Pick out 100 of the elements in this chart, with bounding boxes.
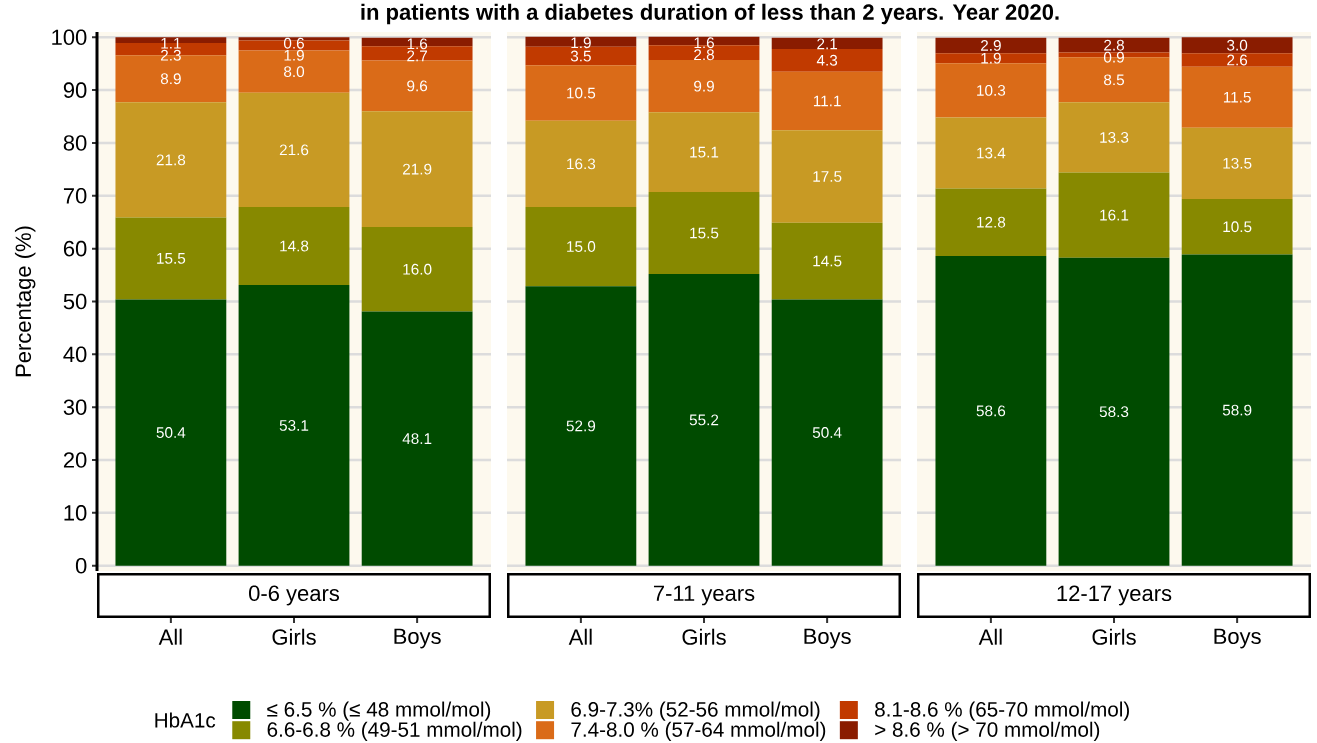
data-label: 15.5 <box>157 253 186 264</box>
data-label: 16.3 <box>567 158 596 170</box>
bar <box>771 37 883 49</box>
y-tick-label: 0 <box>75 557 87 574</box>
data-label: 2.1 <box>817 38 838 50</box>
bar <box>238 206 350 286</box>
bar <box>648 274 760 566</box>
bar <box>1181 198 1293 255</box>
x-axis-title: 7-11 years <box>653 585 755 606</box>
bar <box>648 112 760 193</box>
data-label: 8.5 <box>1104 74 1125 86</box>
bar <box>1058 102 1170 173</box>
bar <box>935 53 1047 64</box>
x-tick-label: Girls <box>682 628 726 645</box>
x-tick-label: Boys <box>394 628 441 649</box>
data-label: 9.9 <box>694 80 714 92</box>
data-label: 2.8 <box>1104 39 1124 51</box>
y-tick-label: 60 <box>63 240 87 257</box>
data-label: 21.6 <box>279 144 309 156</box>
data-label: 2.7 <box>407 50 428 62</box>
data-label: 12.8 <box>977 216 1006 228</box>
data-label: 48.1 <box>402 433 432 445</box>
data-label: 58.3 <box>1099 406 1129 418</box>
x-tick-label: Boys <box>804 628 851 649</box>
legend-label: 6.9-7.3% (52-56 mmol/mol) <box>571 701 820 721</box>
bar <box>1181 66 1293 128</box>
data-label: 1.6 <box>694 37 714 49</box>
data-label: 8.9 <box>160 73 181 85</box>
x-tick-label: Girls <box>1092 628 1136 645</box>
bar <box>525 65 637 121</box>
x-tick-label: Girls <box>272 628 316 645</box>
data-label: 52.9 <box>566 420 596 432</box>
data-label: 15.5 <box>690 227 719 239</box>
data-label: 1.9 <box>981 52 1001 64</box>
x-axis-title: 0-6 years <box>249 585 340 606</box>
bar <box>1058 257 1170 566</box>
bar <box>361 226 473 312</box>
data-label: 2.8 <box>694 49 714 61</box>
y-tick-label: 100 <box>52 29 87 46</box>
bar <box>771 71 883 131</box>
data-label: 0.6 <box>283 37 304 49</box>
bar <box>935 256 1047 566</box>
data-label: 53.1 <box>279 419 309 431</box>
legend-label: 6.6-6.8 % (49-51 mmol/mol) <box>267 721 522 741</box>
data-label: 15.0 <box>567 241 596 252</box>
data-label: 17.5 <box>813 171 842 182</box>
data-label: 10.5 <box>567 87 596 99</box>
bar <box>771 299 883 566</box>
data-label: 16.1 <box>1100 209 1129 221</box>
bar <box>525 206 637 287</box>
data-label: 2.6 <box>1227 54 1248 66</box>
bar <box>1181 127 1293 199</box>
data-label: 50.4 <box>156 427 186 438</box>
x-tick-label: All <box>158 628 182 645</box>
bar <box>771 48 883 72</box>
bar <box>648 192 760 275</box>
x-tick-label: All <box>568 628 592 645</box>
data-label: 14.8 <box>280 240 309 252</box>
data-label: 1.9 <box>571 37 591 49</box>
data-label: 15.1 <box>690 146 719 158</box>
data-label: 3.0 <box>1227 39 1248 51</box>
text: in patients with a diabetes duration of less than 2 years. Year 2020. <box>361 3 1059 25</box>
y-tick-label: 50 <box>63 293 87 310</box>
legend-label: 7.4-8.0 % (57-64 mmol/mol) <box>571 721 826 741</box>
bar <box>525 286 637 566</box>
data-label: 21.9 <box>402 163 432 175</box>
x-axis-title: 12-17 years <box>1057 585 1172 606</box>
bar <box>1058 172 1170 258</box>
bar <box>115 102 227 218</box>
data-label: 13.5 <box>1223 157 1252 169</box>
data-label: 10.5 <box>1223 221 1252 233</box>
x-tick-label: Boys <box>1214 628 1261 649</box>
y-tick-label: 70 <box>63 188 87 204</box>
bar <box>935 188 1047 257</box>
y-tick-label: 40 <box>63 346 87 363</box>
bar <box>238 50 350 93</box>
y-tick-label: 10 <box>64 505 87 521</box>
bar <box>935 37 1047 54</box>
y-tick-label: 90 <box>63 82 87 98</box>
bar <box>238 285 350 566</box>
data-label: 58.9 <box>1222 404 1252 416</box>
data-label: 8.0 <box>284 66 305 78</box>
data-label: 11.1 <box>813 95 841 107</box>
bar <box>361 311 473 566</box>
bar <box>361 111 473 227</box>
y-axis-title: Percentage (%) <box>14 226 36 377</box>
data-label: 3.5 <box>570 50 591 62</box>
data-label: 1.9 <box>284 49 304 61</box>
bar <box>238 92 350 207</box>
data-label: 13.3 <box>1100 131 1129 143</box>
legend-label: > 8.6 % (> 70 mmol/mol) <box>875 721 1100 741</box>
legend-label: ≤ 6.5 % (≤ 48 mmol/mol) <box>267 701 491 721</box>
data-label: 1.6 <box>407 38 428 50</box>
bar <box>771 130 883 223</box>
data-label: 9.6 <box>407 80 428 92</box>
data-label: 4.3 <box>816 54 838 66</box>
bar <box>935 117 1047 189</box>
y-tick-label: 80 <box>63 135 87 151</box>
y-tick-label: 30 <box>63 399 87 415</box>
legend-label: 8.1-8.6 % (65-70 mmol/mol) <box>875 701 1129 721</box>
